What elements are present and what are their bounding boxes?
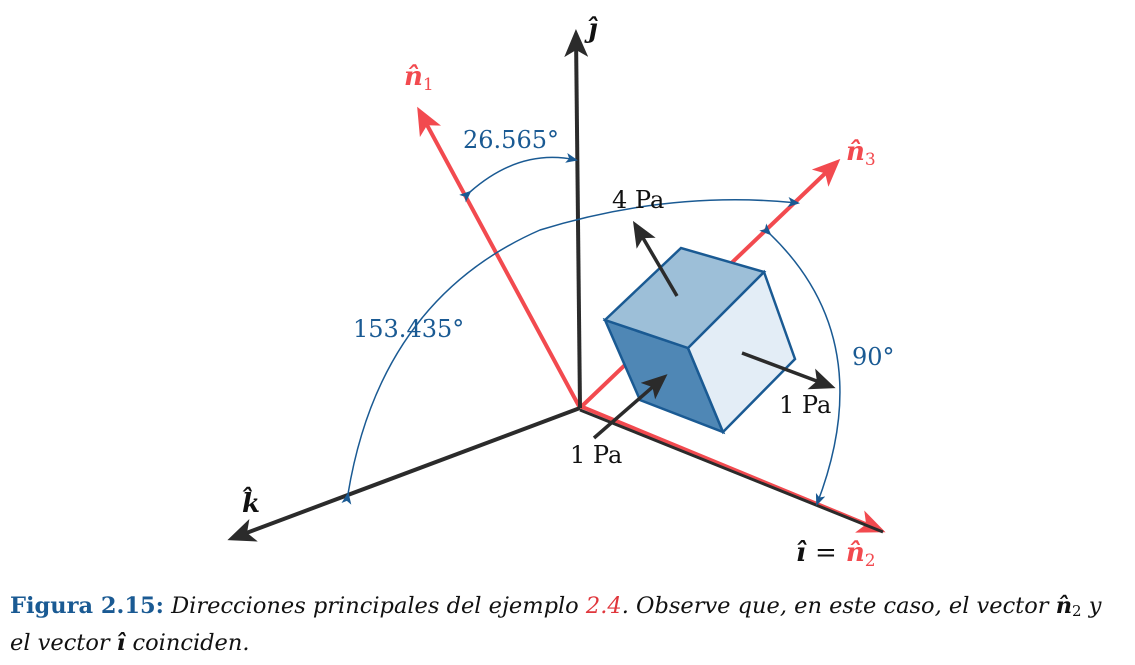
caption-vector-i: î bbox=[116, 630, 126, 656]
caption-vector-n-sub: 2 bbox=[1072, 602, 1082, 620]
caption-text-1: Direcciones principales del ejemplo bbox=[171, 593, 579, 619]
n3-label: n̂3 bbox=[846, 137, 876, 170]
stress-label-top: 4 Pa bbox=[612, 186, 664, 214]
angle-arc-153 bbox=[341, 197, 800, 505]
caption-text-4: coinciden. bbox=[132, 630, 250, 656]
stress-arrow-top bbox=[632, 220, 679, 297]
principal-directions-diagram: ĵ k̂ n̂1 n̂3 î = n̂2 26.565° 153.435° 90… bbox=[227, 14, 895, 571]
stress-arrow-right bbox=[741, 351, 836, 390]
n1-label: n̂1 bbox=[404, 62, 434, 95]
caption-text-3: el vector bbox=[10, 630, 110, 656]
angle-arc-26 bbox=[459, 153, 578, 203]
figure-number: Figura 2.15: bbox=[10, 593, 164, 619]
i-n2-label: î = n̂2 bbox=[796, 538, 876, 571]
example-reference-link[interactable]: 2.4 bbox=[585, 593, 622, 619]
angle-label-26: 26.565° bbox=[463, 126, 559, 154]
caption-text-2: . Observe que, en este caso, el vector bbox=[621, 593, 1049, 619]
j-axis bbox=[564, 29, 589, 409]
stress-label-front: 1 Pa bbox=[570, 441, 622, 469]
stress-arrow-front bbox=[592, 374, 668, 440]
stress-label-right: 1 Pa bbox=[779, 391, 831, 419]
j-label: ĵ bbox=[584, 14, 598, 44]
k-label: k̂ bbox=[242, 486, 260, 519]
k-axis bbox=[227, 406, 581, 542]
angle-arc-90 bbox=[759, 223, 841, 506]
angle-label-90: 90° bbox=[852, 343, 895, 371]
n1-axis bbox=[417, 106, 582, 409]
caption-text-y: y bbox=[1088, 593, 1102, 619]
caption-vector-n: n̂ bbox=[1055, 593, 1073, 619]
figure-caption: Figura 2.15: Direcciones principales del… bbox=[10, 590, 1130, 659]
cube-top-face bbox=[602, 246, 767, 350]
angle-label-153: 153.435° bbox=[353, 315, 464, 343]
